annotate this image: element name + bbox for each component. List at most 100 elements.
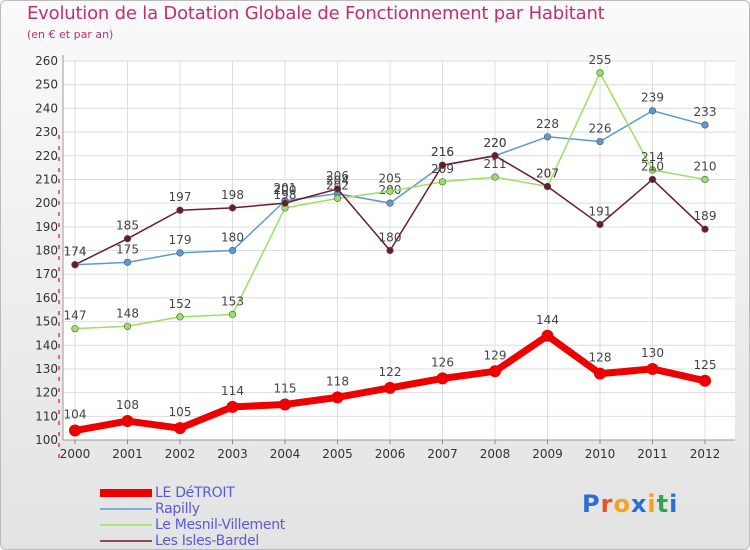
data-label: 125 (694, 358, 717, 372)
data-point (386, 199, 394, 207)
data-label: 118 (326, 374, 349, 388)
data-label: 147 (64, 309, 87, 323)
x-tick-label: 2001 (112, 447, 143, 461)
data-point (541, 329, 554, 342)
y-tick-label: 130 (35, 362, 58, 376)
data-label: 191 (589, 204, 612, 218)
data-label: 175 (116, 242, 139, 256)
data-label: 239 (641, 91, 664, 105)
data-point (596, 220, 604, 229)
data-point (438, 178, 447, 186)
data-label: 200 (274, 183, 297, 197)
data-point (489, 365, 501, 378)
legend-swatch (100, 508, 152, 510)
legend-label: LE DéTROIT (155, 485, 235, 501)
data-point (123, 322, 132, 330)
data-label: 255 (589, 53, 612, 67)
data-label: 180 (379, 231, 402, 245)
data-point (594, 367, 606, 380)
y-tick-label: 240 (35, 101, 58, 115)
proxiti-logo[interactable]: Proxiti (582, 490, 678, 518)
data-point (386, 187, 394, 195)
data-label: 210 (641, 159, 664, 173)
data-point (71, 325, 79, 333)
legend-item: Les Isles-Bardel (100, 533, 285, 549)
data-label: 144 (536, 313, 559, 327)
data-label: 226 (589, 122, 612, 136)
y-tick-label: 220 (35, 149, 58, 163)
data-label: 211 (484, 157, 507, 171)
data-point (174, 422, 186, 435)
logo-letter: P (582, 490, 601, 518)
data-point (279, 398, 291, 411)
x-tick-label: 2009 (532, 447, 563, 461)
x-tick-label: 2000 (60, 447, 91, 461)
data-point (699, 374, 711, 387)
y-tick-label: 210 (35, 172, 58, 186)
data-label: 198 (221, 188, 244, 202)
x-tick-label: 2005 (322, 447, 353, 461)
x-tick-label: 2007 (427, 447, 458, 461)
logo-letter: t (656, 490, 670, 518)
data-label: 207 (536, 167, 559, 181)
data-point (648, 175, 657, 184)
data-point (438, 161, 447, 169)
x-tick-label: 2008 (480, 447, 511, 461)
data-label: 114 (221, 384, 244, 398)
y-tick-label: 230 (35, 125, 58, 139)
data-label: 174 (64, 245, 87, 259)
y-tick-label: 200 (35, 196, 58, 210)
y-tick-label: 190 (35, 220, 58, 234)
series-le-d-troit: 104 108 105 114 115 118 122 126 129 144 128 130 125 (64, 313, 717, 437)
x-tick-label: 2010 (585, 447, 616, 461)
data-point (228, 246, 237, 255)
data-point (491, 152, 499, 160)
data-label: 207 (536, 167, 559, 181)
legend-label: Les Isles-Bardel (155, 533, 259, 549)
legend-item: Rapilly (100, 501, 285, 517)
data-label: 204 (326, 174, 349, 188)
x-tick-label: 2002 (165, 447, 196, 461)
data-point (646, 362, 659, 375)
series-le-mesnil-villement: 147148152153198202205209211207255214210 (64, 53, 716, 333)
data-point (228, 204, 237, 212)
chart-title: Evolution de la Dotation Globale de Fonc… (27, 3, 605, 24)
data-label: 180 (221, 231, 244, 245)
y-tick-label: 250 (35, 78, 58, 92)
data-label: 126 (431, 355, 454, 369)
x-axis-ticks: 2000 2001 2002 2003 2004 2005 2006 2007 2008 2009… (60, 447, 721, 461)
legend-label: Rapilly (155, 501, 200, 517)
logo-letter: x (630, 490, 648, 518)
legend-swatch (100, 524, 152, 526)
data-point (333, 194, 342, 202)
data-label: 153 (221, 294, 244, 308)
data-label: 214 (641, 150, 664, 164)
y-tick-label: 160 (35, 291, 58, 305)
data-label: 115 (274, 381, 297, 395)
logo-letter: r (600, 490, 614, 518)
data-label: 185 (116, 219, 139, 233)
data-point (386, 246, 394, 255)
data-label: 130 (641, 346, 664, 360)
data-label: 105 (169, 405, 192, 419)
data-point (228, 310, 237, 319)
series-group: 174 175 179 180 201 204 200 216 220 228 226 239 233 1… (64, 53, 717, 437)
data-label: 179 (169, 233, 192, 247)
logo-letter: o (613, 490, 631, 518)
data-point (123, 258, 132, 266)
data-point (71, 261, 79, 269)
data-point (281, 199, 289, 207)
data-label: 233 (694, 105, 717, 119)
data-point (69, 424, 81, 437)
data-label: 148 (116, 306, 139, 320)
data-label: 174 (64, 245, 87, 259)
legend: LE DéTROIT Rapilly Le Mesnil-Villement L… (100, 485, 285, 549)
data-label: 198 (274, 188, 297, 202)
legend-item: Le Mesnil-Villement (100, 517, 285, 533)
data-point (331, 391, 344, 404)
data-label: 129 (484, 348, 507, 362)
data-label: 205 (379, 171, 402, 185)
data-point (176, 206, 184, 214)
data-point (226, 400, 239, 413)
